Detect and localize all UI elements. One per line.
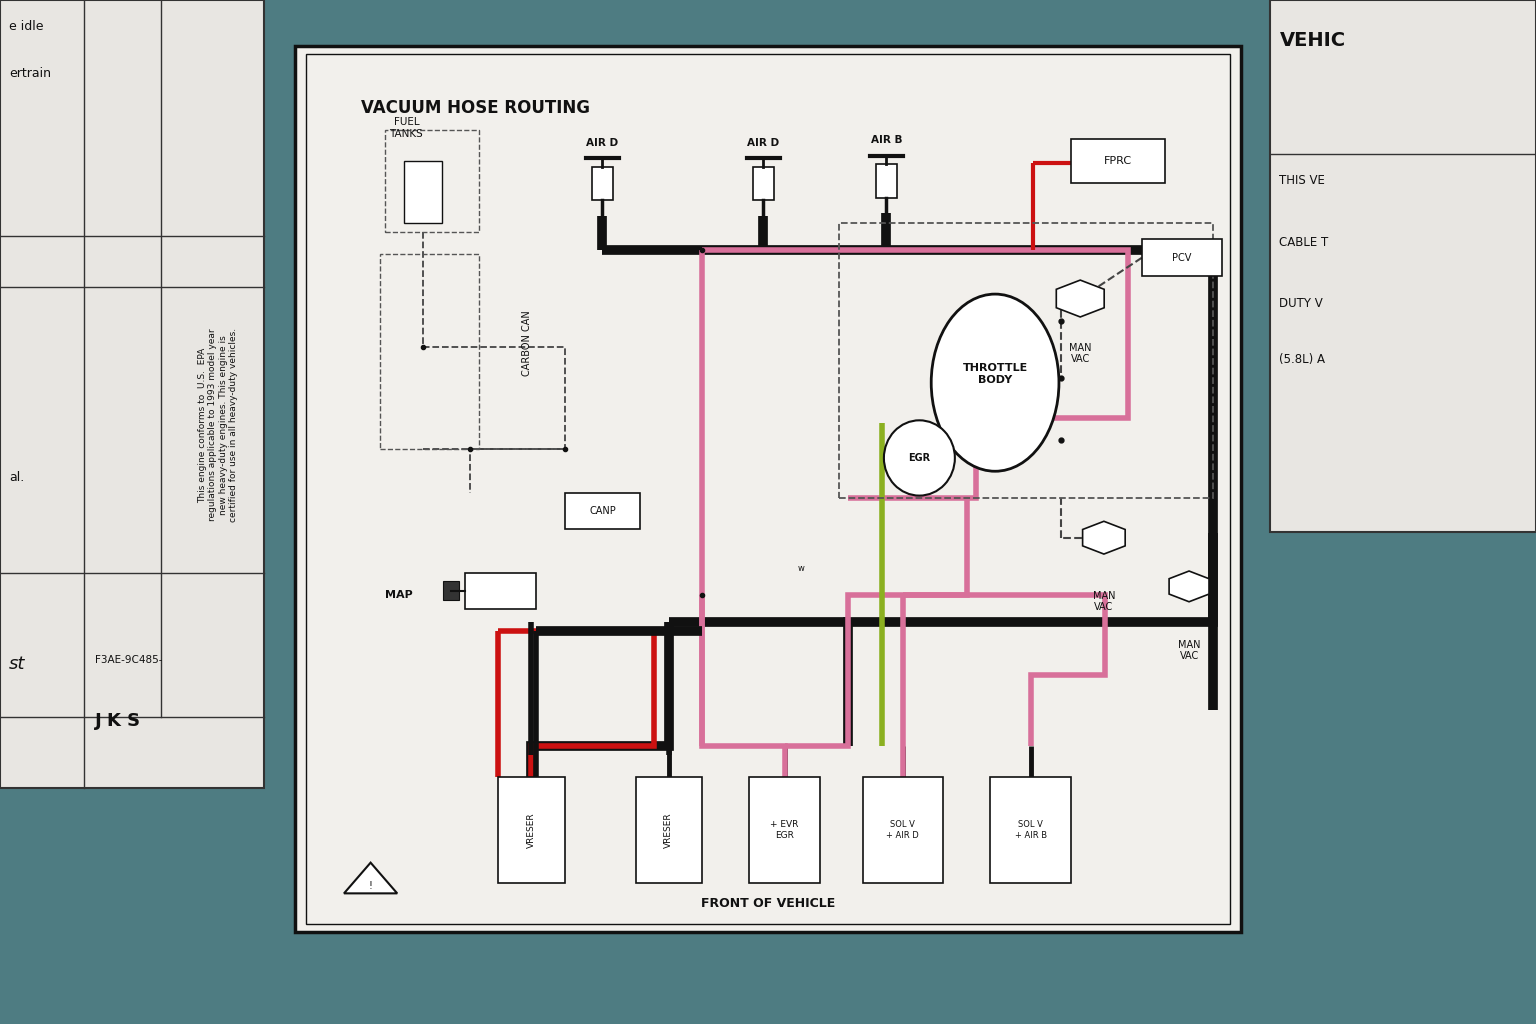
FancyBboxPatch shape — [1071, 139, 1166, 183]
Text: FRONT OF VEHICLE: FRONT OF VEHICLE — [700, 897, 836, 909]
Text: F3AE-9C485-: F3AE-9C485- — [95, 655, 163, 666]
Text: VRESER: VRESER — [527, 812, 536, 848]
FancyBboxPatch shape — [565, 494, 641, 528]
Text: MAN
VAC: MAN VAC — [1178, 640, 1200, 662]
FancyBboxPatch shape — [0, 0, 264, 788]
FancyBboxPatch shape — [876, 164, 897, 198]
Text: VRESER: VRESER — [664, 812, 673, 848]
Ellipse shape — [883, 420, 955, 496]
Text: FUEL
TANKS: FUEL TANKS — [390, 117, 424, 138]
Text: SOL V
+ AIR D: SOL V + AIR D — [886, 820, 919, 840]
FancyBboxPatch shape — [636, 777, 702, 883]
Text: CABLE T: CABLE T — [1279, 236, 1329, 249]
FancyBboxPatch shape — [863, 777, 943, 883]
FancyBboxPatch shape — [1141, 240, 1223, 276]
FancyBboxPatch shape — [591, 167, 613, 201]
Text: SOL V
+ AIR B: SOL V + AIR B — [1014, 820, 1046, 840]
Text: AIR B: AIR B — [871, 135, 902, 145]
Text: AIR D: AIR D — [587, 138, 619, 148]
Text: w: w — [797, 564, 805, 573]
Ellipse shape — [931, 294, 1058, 471]
Text: MAN
VAC: MAN VAC — [1092, 591, 1115, 612]
Text: CARBON CAN: CARBON CAN — [522, 310, 531, 376]
FancyBboxPatch shape — [498, 777, 565, 883]
Text: e idle: e idle — [9, 20, 43, 34]
Text: MAN
VAC: MAN VAC — [1069, 343, 1092, 365]
Text: FPRC: FPRC — [1104, 157, 1132, 166]
Text: PCV: PCV — [1172, 253, 1192, 263]
Text: DUTY V: DUTY V — [1279, 297, 1322, 310]
FancyBboxPatch shape — [1270, 0, 1536, 532]
Text: AIR D: AIR D — [746, 138, 779, 148]
FancyBboxPatch shape — [465, 573, 536, 608]
Text: VACUUM HOSE ROUTING: VACUUM HOSE ROUTING — [361, 99, 590, 117]
FancyBboxPatch shape — [295, 46, 1241, 932]
Text: st: st — [9, 655, 26, 674]
Text: THROTTLE
BODY: THROTTLE BODY — [963, 364, 1028, 385]
Text: This engine conforms to  U.S.  EPA
regulations applicable to 1993 model year
new: This engine conforms to U.S. EPA regulat… — [198, 328, 238, 522]
Text: + EVR
EGR: + EVR EGR — [771, 820, 799, 840]
Text: J K S: J K S — [95, 712, 141, 730]
FancyBboxPatch shape — [753, 167, 774, 201]
Text: EGR: EGR — [908, 453, 931, 463]
Text: ertrain: ertrain — [9, 67, 51, 80]
Text: al.: al. — [9, 471, 25, 484]
FancyBboxPatch shape — [991, 777, 1071, 883]
FancyBboxPatch shape — [404, 161, 441, 223]
FancyBboxPatch shape — [750, 777, 820, 883]
Text: (5.8L) A: (5.8L) A — [1279, 353, 1326, 367]
Text: CANP: CANP — [588, 506, 616, 516]
Text: VEHIC: VEHIC — [1279, 31, 1346, 50]
FancyBboxPatch shape — [444, 582, 459, 600]
Text: MAP: MAP — [386, 590, 413, 600]
Text: THIS VE: THIS VE — [1279, 174, 1326, 187]
Text: !: ! — [369, 881, 373, 891]
